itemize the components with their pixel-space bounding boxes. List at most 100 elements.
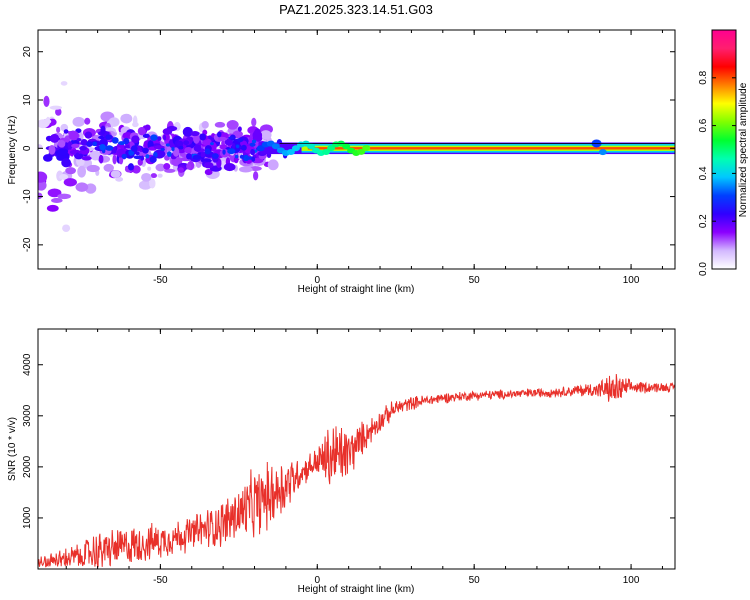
spectrogram-y-tick-label: 10 bbox=[22, 94, 33, 106]
spectrogram-core-blob bbox=[98, 135, 105, 140]
spectrogram-faint-blob bbox=[57, 193, 72, 200]
spectrogram-faint-blob bbox=[149, 178, 156, 189]
spectrogram-core-blob bbox=[236, 137, 244, 143]
spectrogram-blob bbox=[202, 138, 212, 146]
colorbar-ticks: 0.0 0.2 0.4 0.6 0.8 bbox=[698, 70, 736, 276]
spectrogram-faint-blob bbox=[267, 159, 279, 171]
spectrogram-blob bbox=[42, 154, 53, 162]
spectrogram-core-blob bbox=[92, 141, 98, 147]
spectrogram-faint-blob bbox=[138, 180, 153, 190]
spectrogram-faint-blob bbox=[38, 180, 47, 191]
spectrogram-blob bbox=[79, 145, 87, 151]
spectrogram-core-blob bbox=[192, 154, 202, 160]
spectrogram-ridge-knot bbox=[322, 148, 331, 155]
spectrogram-blob bbox=[144, 124, 151, 131]
spectrogram-blob bbox=[200, 151, 206, 158]
spectrogram-blob bbox=[98, 154, 104, 164]
spectrogram-x-tick-label: 50 bbox=[469, 275, 481, 286]
spectrogram-core-blob bbox=[234, 154, 239, 159]
spectrogram-faint-blob bbox=[103, 163, 114, 172]
spectrogram-core-blob bbox=[241, 144, 247, 151]
spectrogram-core-blob bbox=[228, 136, 235, 140]
spectrogram-faint-blob bbox=[204, 168, 213, 176]
snr-y-ticks: 1000 2000 3000 4000 bbox=[22, 353, 675, 529]
spectrogram-faint-blob bbox=[62, 224, 71, 233]
spectrogram-core-blob bbox=[251, 139, 257, 144]
spectrogram-core-blob bbox=[166, 151, 172, 157]
spectrogram-core-blob bbox=[117, 141, 126, 146]
spectrogram-faint-blob bbox=[147, 166, 152, 171]
spectrogram-x-tick-label: 100 bbox=[623, 275, 640, 286]
spectrogram-blob bbox=[57, 148, 69, 156]
spectrogram-blob bbox=[69, 149, 82, 155]
spectrogram-faint-blob bbox=[59, 173, 69, 180]
spectrogram-core-blob bbox=[111, 137, 119, 144]
spectrogram-core-blob bbox=[150, 134, 158, 141]
spectrogram-blob bbox=[68, 130, 79, 141]
spectrogram-faint-blob bbox=[84, 117, 91, 125]
colorbar-gradient bbox=[711, 29, 737, 270]
spectrogram-ridge-knot bbox=[271, 143, 280, 150]
spectrogram-frame bbox=[37, 29, 676, 270]
spectrogram-faint-blob bbox=[72, 116, 85, 127]
spectrogram-faint-blob bbox=[46, 204, 59, 212]
spectrogram-core-blob bbox=[142, 148, 149, 154]
spectrogram-core-blob bbox=[239, 154, 245, 159]
spectrogram-faint-blob bbox=[49, 105, 63, 110]
snr-y-tick-label: 3000 bbox=[22, 404, 33, 427]
spectrogram-blob bbox=[217, 131, 222, 138]
spectrogram-ridge-knot bbox=[362, 145, 371, 152]
snr-x-ticks: -50 0 50 100 bbox=[65, 329, 663, 586]
spectrogram-faint-blob bbox=[63, 178, 77, 187]
spectrogram-x-ticks: -50 0 50 100 bbox=[65, 30, 663, 286]
spectrogram-blob bbox=[49, 133, 60, 143]
spectrogram-blob bbox=[67, 140, 73, 150]
snr-x-tick-label: -50 bbox=[153, 575, 168, 586]
spectrogram-blob bbox=[57, 140, 66, 148]
spectrogram-faint-blob bbox=[238, 166, 253, 173]
spectrogram-faint-blob bbox=[214, 121, 226, 128]
spectrogram-faint-blob bbox=[43, 95, 50, 107]
spectrogram-faint-blob bbox=[55, 108, 62, 116]
spectrogram-faint-blob bbox=[120, 113, 133, 124]
spectrogram-faint-blob bbox=[157, 173, 163, 178]
spectrogram-blob bbox=[183, 140, 190, 146]
spectrogram-ridge-core bbox=[307, 147, 675, 150]
spectrogram-ridge-knot bbox=[307, 143, 315, 150]
spectrogram-core-blob bbox=[251, 156, 256, 162]
snr-series-line bbox=[38, 373, 675, 569]
spectrogram-blob bbox=[177, 167, 184, 173]
spectrogram-ridge-knot bbox=[357, 148, 366, 155]
spectrogram-blob bbox=[71, 143, 80, 149]
spectrogram-core-blob bbox=[204, 148, 211, 155]
spectrogram-core-blob bbox=[76, 137, 82, 142]
spectrogram-core-blob bbox=[105, 145, 114, 151]
spectrogram-faint-blob bbox=[260, 130, 272, 140]
spectrogram-faint-blob bbox=[131, 165, 141, 174]
spectrogram-faint-blob bbox=[45, 116, 51, 126]
spectrogram-blob bbox=[237, 126, 242, 132]
spectrogram-y-label: Frequency (Hz) bbox=[7, 116, 18, 185]
spectrogram-ridge-knot bbox=[256, 145, 265, 152]
spectrogram-blob bbox=[199, 133, 207, 141]
spectrogram-y-tick-label: -20 bbox=[22, 237, 33, 252]
spectrogram-blob bbox=[184, 146, 193, 154]
spectrogram-core-blob bbox=[149, 156, 157, 163]
spectrogram-core-blob bbox=[121, 153, 127, 159]
spectrogram-ridge-knot bbox=[598, 149, 607, 156]
spectrogram-blob bbox=[193, 144, 202, 152]
spectrogram-y-tick-label: -10 bbox=[22, 189, 33, 204]
snr-x-tick-label: 0 bbox=[314, 575, 320, 586]
spectrogram-core-blob bbox=[249, 142, 256, 147]
snr-x-tick-label: 50 bbox=[469, 575, 481, 586]
spectrogram-faint-blob bbox=[60, 81, 68, 86]
spectrogram-ridge-knot bbox=[286, 149, 295, 156]
colorbar: 0.0 0.2 0.4 0.6 0.8 Normalized spectral ampl… bbox=[698, 29, 749, 276]
spectrogram-faint-blob bbox=[201, 120, 209, 129]
spectrogram-core-blob bbox=[235, 144, 240, 149]
spectrogram-blob bbox=[131, 135, 140, 144]
spectrogram-core-blob bbox=[145, 154, 150, 159]
colorbar-tick-label: 0.8 bbox=[698, 70, 709, 84]
spectrogram-faint-blob bbox=[75, 182, 89, 192]
spectrogram-core-blob bbox=[232, 142, 236, 150]
